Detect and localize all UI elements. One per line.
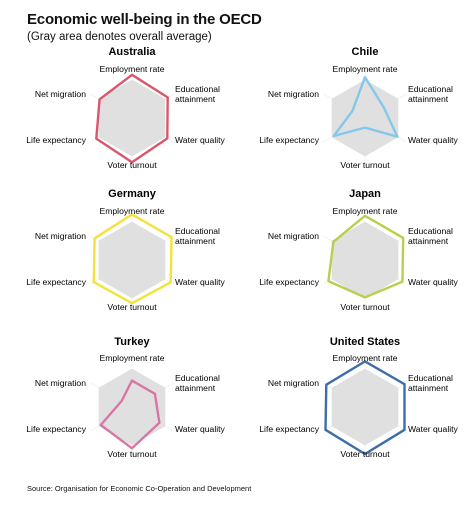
axis-label: Net migration xyxy=(35,231,86,241)
axis-label: Water quality xyxy=(175,277,226,287)
axis-label: Life expectancy xyxy=(26,424,86,434)
chart-title: Turkey xyxy=(114,336,150,348)
axis-label: Employment rate xyxy=(333,206,398,216)
axis-label: Voter turnout xyxy=(340,449,390,459)
average-area xyxy=(331,221,399,299)
radar-chart-australia: Australia Employment rate Educational attai… xyxy=(26,46,225,170)
axis-label: Voter turnout xyxy=(340,160,390,170)
axis-label: Educational attainment xyxy=(175,84,220,104)
country-outline xyxy=(99,379,161,450)
axis-label: Water quality xyxy=(408,277,459,287)
axis-label: Water quality xyxy=(175,135,226,145)
chart-title: Chile xyxy=(352,46,379,58)
axis-label: Net migration xyxy=(35,378,86,388)
page-subtitle: (Gray area denotes overall average) xyxy=(27,31,212,43)
average-area xyxy=(98,221,166,299)
axis-label: Life expectancy xyxy=(259,424,319,434)
axis-label: Educational attainment xyxy=(408,373,453,393)
radar-charts: Australia Employment rate Educational attai… xyxy=(26,46,458,459)
chart-title: Australia xyxy=(108,46,156,58)
chart-title: Japan xyxy=(349,188,381,200)
chart-title: Germany xyxy=(108,188,157,200)
axis-label: Educational attainment xyxy=(175,226,220,246)
axis-label: Life expectancy xyxy=(26,135,86,145)
axis-label: Water quality xyxy=(408,135,459,145)
axis-label: Educational attainment xyxy=(408,84,453,104)
axis-label: Life expectancy xyxy=(259,277,319,287)
axis-label: Employment rate xyxy=(100,353,165,363)
axis-label: Employment rate xyxy=(100,64,165,74)
axis-label: Life expectancy xyxy=(259,135,319,145)
radar-chart-turkey: Turkey Employment rate Educational attainme… xyxy=(26,336,225,459)
axis-label: Life expectancy xyxy=(26,277,86,287)
axis-label: Educational attainment xyxy=(175,373,220,393)
average-area xyxy=(98,79,166,157)
country-outline xyxy=(95,73,169,164)
radar-chart-japan: Japan Employment rate Educational attainmen… xyxy=(259,188,458,312)
axis-label: Water quality xyxy=(408,424,459,434)
axis-label: Voter turnout xyxy=(107,160,157,170)
chart-title: United States xyxy=(330,336,400,348)
country-outline xyxy=(92,213,173,305)
axis-label: Voter turnout xyxy=(107,302,157,312)
axis-label: Employment rate xyxy=(333,353,398,363)
radar-chart-united-states: United States Employment rate Educational a… xyxy=(259,336,458,459)
radar-chart-germany: Germany Employment rate Educational attainm… xyxy=(26,188,225,312)
axis-label: Voter turnout xyxy=(340,302,390,312)
axis-label: Net migration xyxy=(268,378,319,388)
average-area xyxy=(98,368,166,446)
axis-label: Voter turnout xyxy=(107,449,157,459)
axis-label: Net migration xyxy=(35,89,86,99)
page-title: Economic well-being in the OECD xyxy=(27,11,262,28)
country-outline xyxy=(327,214,405,299)
average-area xyxy=(331,79,399,157)
radar-chart-chile: Chile Employment rate Educational attainmen… xyxy=(259,46,458,170)
axis-label: Employment rate xyxy=(333,64,398,74)
axis-label: Net migration xyxy=(268,89,319,99)
axis-label: Net migration xyxy=(268,231,319,241)
axis-label: Educational attainment xyxy=(408,226,453,246)
axis-label: Employment rate xyxy=(100,206,165,216)
source-note: Source: Organisation for Economic Co-Ope… xyxy=(27,484,252,493)
country-outline xyxy=(332,75,399,138)
country-outline xyxy=(324,360,406,456)
average-area xyxy=(331,368,399,446)
axis-label: Water quality xyxy=(175,424,226,434)
